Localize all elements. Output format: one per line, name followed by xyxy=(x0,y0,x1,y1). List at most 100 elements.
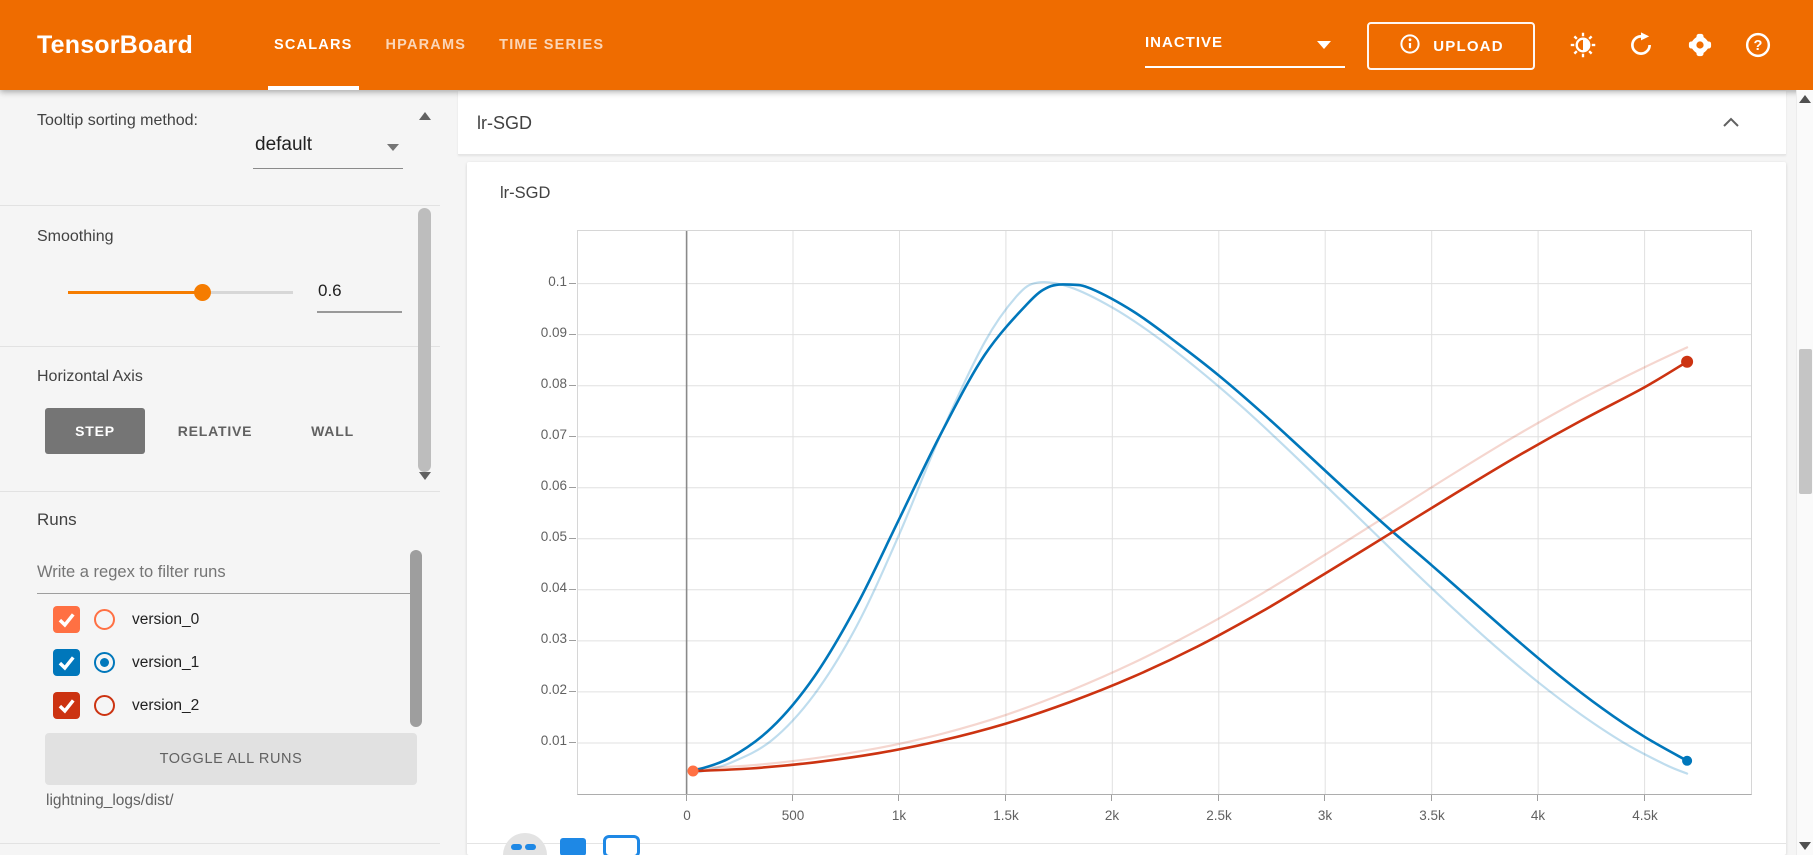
status-dropdown[interactable]: INACTIVE xyxy=(1145,26,1345,68)
app-header: TensorBoard SCALARS HPARAMS TIME SERIES IN… xyxy=(0,0,1813,90)
series-version_1-smoothed[interactable] xyxy=(691,283,1689,773)
runs-filter-input[interactable] xyxy=(37,552,420,594)
axis-option-step[interactable]: STEP xyxy=(45,408,145,454)
card-action-icon[interactable] xyxy=(603,835,640,855)
x-tick-label: 2k xyxy=(1104,808,1120,823)
run-checkbox[interactable] xyxy=(53,606,80,633)
card-action-icon[interactable] xyxy=(560,838,586,855)
y-tick-label: 0.09 xyxy=(540,325,567,340)
divider xyxy=(0,205,440,206)
main-scrollbar[interactable] xyxy=(1796,90,1813,855)
chevron-down-icon xyxy=(1317,41,1331,49)
divider xyxy=(317,311,402,313)
group-title: lr-SGD xyxy=(477,113,532,133)
marker-version_1[interactable] xyxy=(1682,755,1693,766)
x-tick-mark xyxy=(1431,795,1432,801)
divider xyxy=(467,843,1786,844)
tab-time-series[interactable]: TIME SERIES xyxy=(499,37,605,53)
x-tick-label: 3k xyxy=(1317,808,1333,823)
tooltip-sorting-select[interactable]: default xyxy=(253,130,403,169)
y-tick-mark xyxy=(569,691,576,692)
x-tick-mark xyxy=(792,795,793,801)
series-version_2-smoothed[interactable] xyxy=(691,360,1689,773)
scroll-up-icon[interactable] xyxy=(1799,95,1811,103)
y-tick-label: 0.08 xyxy=(540,376,567,391)
x-tick-mark xyxy=(1537,795,1538,801)
run-checkbox[interactable] xyxy=(53,649,80,676)
y-tick-mark xyxy=(569,589,576,590)
tooltip-sorting-label: Tooltip sorting method: xyxy=(37,112,198,129)
tensorboard-logo: TensorBoard xyxy=(37,31,193,59)
run-dot-icon xyxy=(511,844,522,850)
tab-scalars[interactable]: SCALARS xyxy=(268,0,358,90)
x-tick-mark xyxy=(1111,795,1112,801)
svg-text:?: ? xyxy=(1754,38,1763,54)
scroll-down-icon[interactable] xyxy=(419,472,431,480)
x-tick-label: 500 xyxy=(781,808,805,823)
chart-title: lr-SGD xyxy=(500,184,551,202)
y-tick-mark xyxy=(569,640,576,641)
status-dropdown-value: INACTIVE xyxy=(1145,34,1224,51)
upload-button[interactable]: UPLOAD xyxy=(1367,22,1535,70)
refresh-icon[interactable] xyxy=(1621,25,1661,65)
x-tick-label: 3.5k xyxy=(1419,808,1445,823)
x-tick-mark xyxy=(1644,795,1645,801)
y-tick-mark xyxy=(569,538,576,539)
run-radio[interactable] xyxy=(94,695,115,716)
axis-option-relative[interactable]: RELATIVE xyxy=(165,408,265,454)
y-tick-label: 0.07 xyxy=(540,427,567,442)
brightness-icon[interactable] xyxy=(1563,25,1603,65)
y-tick-mark xyxy=(569,334,576,335)
marker-version_2[interactable] xyxy=(1681,355,1694,368)
upload-button-label: UPLOAD xyxy=(1433,37,1504,55)
y-tick-label: 0.1 xyxy=(548,274,567,289)
sidebar-scrollbar[interactable] xyxy=(418,208,431,472)
scroll-down-icon[interactable] xyxy=(1799,842,1811,850)
run-checkbox[interactable] xyxy=(53,692,80,719)
collapse-group-button[interactable] xyxy=(1720,113,1742,133)
main-scrollbar-thumb[interactable] xyxy=(1799,349,1812,494)
tab-hparams[interactable]: HPARAMS xyxy=(385,37,467,53)
smoothing-slider-thumb[interactable] xyxy=(194,284,211,301)
lr-sgd-plot[interactable] xyxy=(577,230,1752,795)
x-tick-label: 2.5k xyxy=(1206,808,1232,823)
x-tick-mark xyxy=(1218,795,1219,801)
lr-sgd-chart[interactable] xyxy=(578,231,1751,794)
x-tick-label: 1.5k xyxy=(993,808,1019,823)
series-version_2-raw[interactable] xyxy=(691,346,1689,770)
settings-icon[interactable] xyxy=(1680,25,1720,65)
run-name: version_1 xyxy=(132,653,200,671)
help-icon[interactable]: ? xyxy=(1738,25,1778,65)
divider xyxy=(0,843,440,844)
horizontal-axis-label: Horizontal Axis xyxy=(37,368,143,385)
series-version_1-raw[interactable] xyxy=(691,280,1689,775)
run-row-version_0[interactable]: version_0 xyxy=(37,598,410,641)
y-tick-label: 0.01 xyxy=(540,733,567,748)
run-radio[interactable] xyxy=(94,609,115,630)
smoothing-slider-fill xyxy=(68,291,203,294)
run-row-version_2[interactable]: version_2 xyxy=(37,684,410,727)
axis-option-wall[interactable]: WALL xyxy=(295,408,370,454)
tooltip-sorting-value: default xyxy=(255,134,313,155)
y-tick-mark xyxy=(569,385,576,386)
scalar-group-header[interactable]: lr-SGD xyxy=(458,91,1786,155)
runs-scrollbar[interactable] xyxy=(410,550,422,727)
y-tick-label: 0.02 xyxy=(540,682,567,697)
run-radio[interactable] xyxy=(94,652,115,673)
info-icon xyxy=(1398,32,1422,60)
y-tick-mark xyxy=(569,283,576,284)
x-tick-mark xyxy=(686,795,687,801)
run-dot-icon xyxy=(525,844,536,850)
toggle-all-runs-button[interactable]: TOGGLE ALL RUNS xyxy=(45,733,417,785)
divider xyxy=(0,491,440,492)
y-tick-mark xyxy=(569,742,576,743)
run-name: version_2 xyxy=(132,696,200,714)
y-tick-label: 0.05 xyxy=(540,529,567,544)
x-tick-mark xyxy=(1324,795,1325,801)
y-tick-label: 0.03 xyxy=(540,631,567,646)
run-row-version_1[interactable]: version_1 xyxy=(37,641,410,684)
scroll-up-icon[interactable] xyxy=(419,112,431,120)
smoothing-value-input[interactable] xyxy=(318,278,402,304)
marker-version_0[interactable] xyxy=(687,765,699,777)
